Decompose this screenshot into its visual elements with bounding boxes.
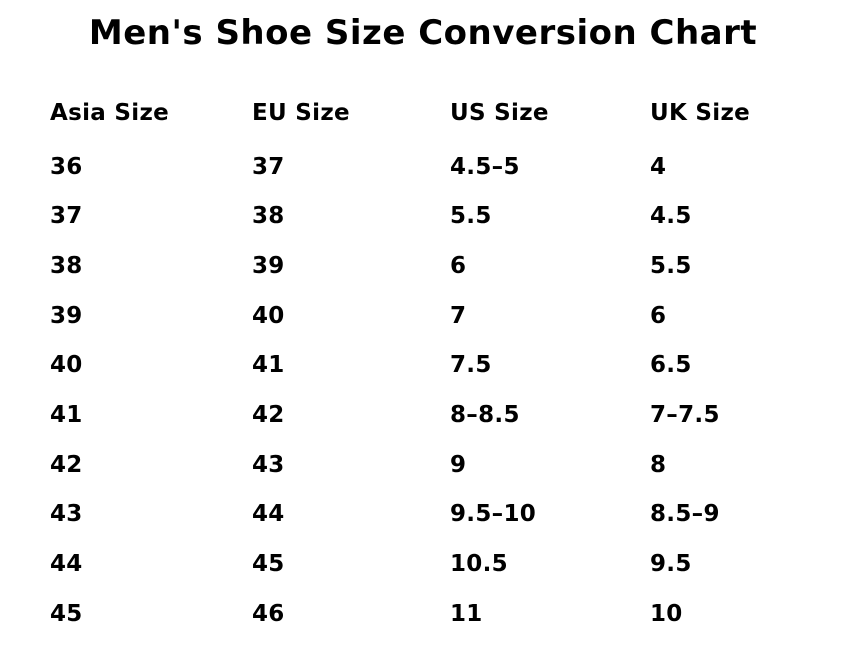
table-cell-uk: 10 <box>650 600 683 627</box>
table-row: 45 46 11 10 <box>50 589 846 639</box>
table-cell-uk: 8 <box>650 451 667 478</box>
table-cell-us: 11 <box>450 600 483 627</box>
column-header-asia-size: Asia Size <box>50 99 170 126</box>
table-cell-uk: 6 <box>650 302 667 329</box>
table-cell-uk: 9.5 <box>650 551 692 578</box>
table-cell-eu: 45 <box>252 551 285 578</box>
table-row: 42 43 9 8 <box>50 440 846 490</box>
table-cell-us: 4.5–5 <box>450 153 520 180</box>
table-cell-uk: 4.5 <box>650 203 692 230</box>
table-cell-asia: 41 <box>50 401 83 428</box>
table-cell-uk: 8.5–9 <box>650 501 720 528</box>
table-row: 36 37 4.5–5 4 <box>50 142 846 192</box>
table-cell-us: 7.5 <box>450 352 492 379</box>
table-cell-uk: 6.5 <box>650 352 692 379</box>
table-row: 40 41 7.5 6.5 <box>50 340 846 390</box>
table-cell-uk: 7–7.5 <box>650 401 720 428</box>
column-header-uk-size: UK Size <box>650 99 751 126</box>
table-cell-asia: 45 <box>50 600 83 627</box>
table-cell-asia: 43 <box>50 501 83 528</box>
table-cell-asia: 40 <box>50 352 83 379</box>
table-cell-eu: 38 <box>252 203 285 230</box>
table-cell-us: 10.5 <box>450 551 508 578</box>
table-row: 39 40 7 6 <box>50 291 846 341</box>
table-row: 38 39 6 5.5 <box>50 241 846 291</box>
table-cell-asia: 38 <box>50 252 83 279</box>
table-cell-eu: 46 <box>252 600 285 627</box>
table-cell-eu: 41 <box>252 352 285 379</box>
table-cell-us: 6 <box>450 252 467 279</box>
table-cell-asia: 42 <box>50 451 83 478</box>
table-row: 37 38 5.5 4.5 <box>50 191 846 241</box>
table-row: 44 45 10.5 9.5 <box>50 539 846 589</box>
table-cell-asia: 44 <box>50 551 83 578</box>
table-row: 43 44 9.5–10 8.5–9 <box>50 490 846 540</box>
column-header-us-size: US Size <box>450 99 549 126</box>
table-cell-us: 9.5–10 <box>450 501 537 528</box>
table-cell-eu: 42 <box>252 401 285 428</box>
table-cell-eu: 40 <box>252 302 285 329</box>
column-header-eu-size: EU Size <box>252 99 350 126</box>
table-cell-us: 8–8.5 <box>450 401 520 428</box>
table-cell-asia: 39 <box>50 302 83 329</box>
page-title: Men's Shoe Size Conversion Chart <box>88 13 758 53</box>
table-cell-us: 9 <box>450 451 467 478</box>
table-cell-us: 7 <box>450 302 467 329</box>
table-cell-uk: 4 <box>650 153 667 180</box>
table-row: 41 42 8–8.5 7–7.5 <box>50 390 846 440</box>
table-cell-eu: 37 <box>252 153 285 180</box>
table-cell-asia: 37 <box>50 203 83 230</box>
table-cell-eu: 39 <box>252 252 285 279</box>
table-cell-eu: 43 <box>252 451 285 478</box>
table-header-row: Asia Size EU Size US Size UK Size <box>50 88 846 138</box>
table-cell-uk: 5.5 <box>650 252 692 279</box>
conversion-table: Asia Size EU Size US Size UK Size 36 37 … <box>50 88 846 639</box>
table-cell-asia: 36 <box>50 153 83 180</box>
table-cell-us: 5.5 <box>450 203 492 230</box>
table-cell-eu: 44 <box>252 501 285 528</box>
